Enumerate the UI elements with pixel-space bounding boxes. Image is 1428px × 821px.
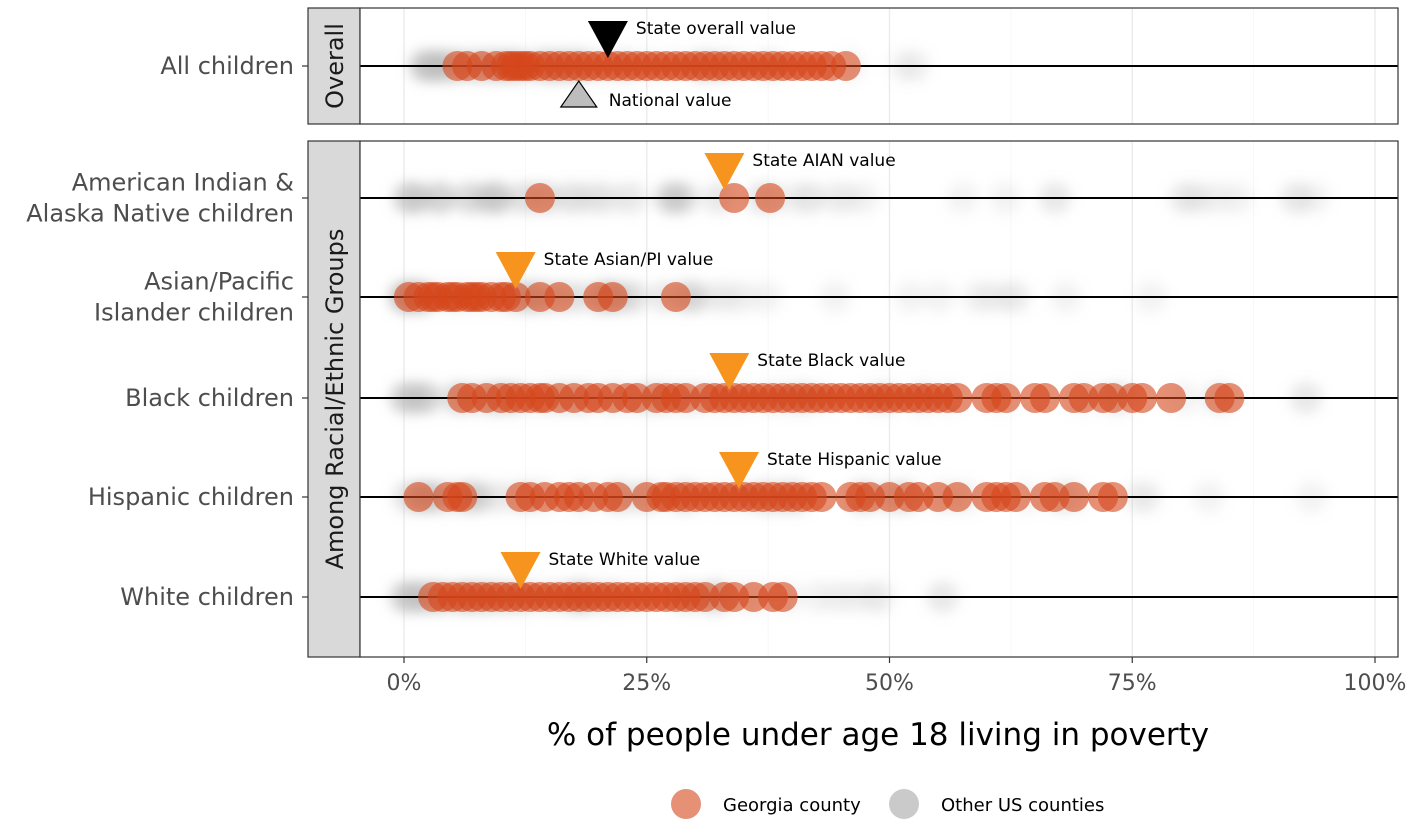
x-tick-label: 0% [387, 671, 422, 696]
legend-key [671, 789, 701, 819]
facet-strip-label: Among Racial/Ethnic Groups [321, 229, 349, 570]
value-annotation: National value [609, 91, 732, 111]
georgia-county-point [1058, 482, 1089, 512]
georgia-county-point [1214, 383, 1245, 413]
georgia-county-point [942, 383, 973, 413]
row-asian-pacific-islander-children: State Asian/PI value [360, 250, 1398, 313]
row-all-children: State overall value National value [360, 19, 1398, 111]
georgia-county-point [942, 482, 973, 512]
georgia-county-point [1097, 482, 1128, 512]
facet-strip [307, 7, 361, 125]
legend-item: Other US counties [889, 789, 1104, 819]
value-annotation: State AIAN value [752, 151, 895, 171]
value-annotation: State White value [549, 550, 701, 570]
x-tick-label: 100% [1344, 671, 1407, 696]
legend: Georgia county Other US counties [671, 789, 1104, 819]
georgia-county-point [767, 582, 798, 612]
row-black-children: State Black value [360, 351, 1398, 414]
georgia-county-point [1029, 383, 1060, 413]
row-label: Asian/Pacific Islander children [94, 268, 294, 327]
georgia-county-point [830, 51, 861, 81]
row-label: Black children [125, 384, 294, 412]
row-label: All children [160, 52, 294, 80]
georgia-county-point [755, 183, 786, 213]
georgia-county-point [524, 183, 555, 213]
national-value-marker [559, 79, 598, 108]
x-tick-label: 75% [1108, 671, 1157, 696]
georgia-county-point [597, 282, 628, 312]
state-value-marker [709, 353, 750, 390]
row-label: American Indian & Alaska Native children [26, 169, 294, 228]
georgia-county-point [1000, 482, 1031, 512]
row-american-indian-alaska-native-children: State AIAN value [360, 151, 1398, 214]
x-tick-label: 50% [865, 671, 914, 696]
row-hispanic-children: State Hispanic value [360, 450, 1398, 513]
state-value-marker [704, 153, 745, 190]
georgia-county-point [403, 482, 434, 512]
georgia-county-point [602, 482, 633, 512]
x-axis-title: % of people under age 18 living in pover… [547, 717, 1209, 753]
value-annotation: State Hispanic value [767, 450, 942, 470]
georgia-county-point [719, 183, 750, 213]
state-value-marker [495, 252, 536, 289]
row-white-children: State White value [360, 550, 1398, 613]
legend-label: Georgia county [723, 795, 861, 816]
georgia-county-point [806, 482, 837, 512]
georgia-county-point [500, 282, 531, 312]
panel-racial-ethnic: Among Racial/Ethnic Groups State AIAN val… [26, 140, 1399, 658]
state-overall-value-marker [587, 21, 628, 58]
legend-label: Other US counties [941, 795, 1104, 816]
panel-border [359, 7, 1399, 125]
georgia-county-point [660, 282, 691, 312]
georgia-county-point [447, 482, 478, 512]
value-annotation: State overall value [636, 19, 796, 39]
x-tick-label: 25% [622, 671, 671, 696]
facet-strip [307, 140, 361, 658]
georgia-county-point [544, 282, 575, 312]
state-value-marker [500, 552, 541, 589]
georgia-county-point [1126, 383, 1157, 413]
legend-key [889, 789, 919, 819]
georgia-county-point [1156, 383, 1187, 413]
facet-strip-label: Overall [321, 23, 349, 109]
georgia-county-point [991, 383, 1022, 413]
row-label: Hispanic children [88, 483, 294, 511]
value-annotation: State Asian/PI value [544, 250, 714, 270]
row-label: White children [120, 583, 294, 611]
legend-item: Georgia county [671, 789, 861, 819]
state-value-marker [718, 452, 759, 489]
value-annotation: State Black value [757, 351, 905, 371]
panel-border [359, 140, 1399, 658]
panel-overall: Overall State overall value National value… [160, 7, 1399, 125]
